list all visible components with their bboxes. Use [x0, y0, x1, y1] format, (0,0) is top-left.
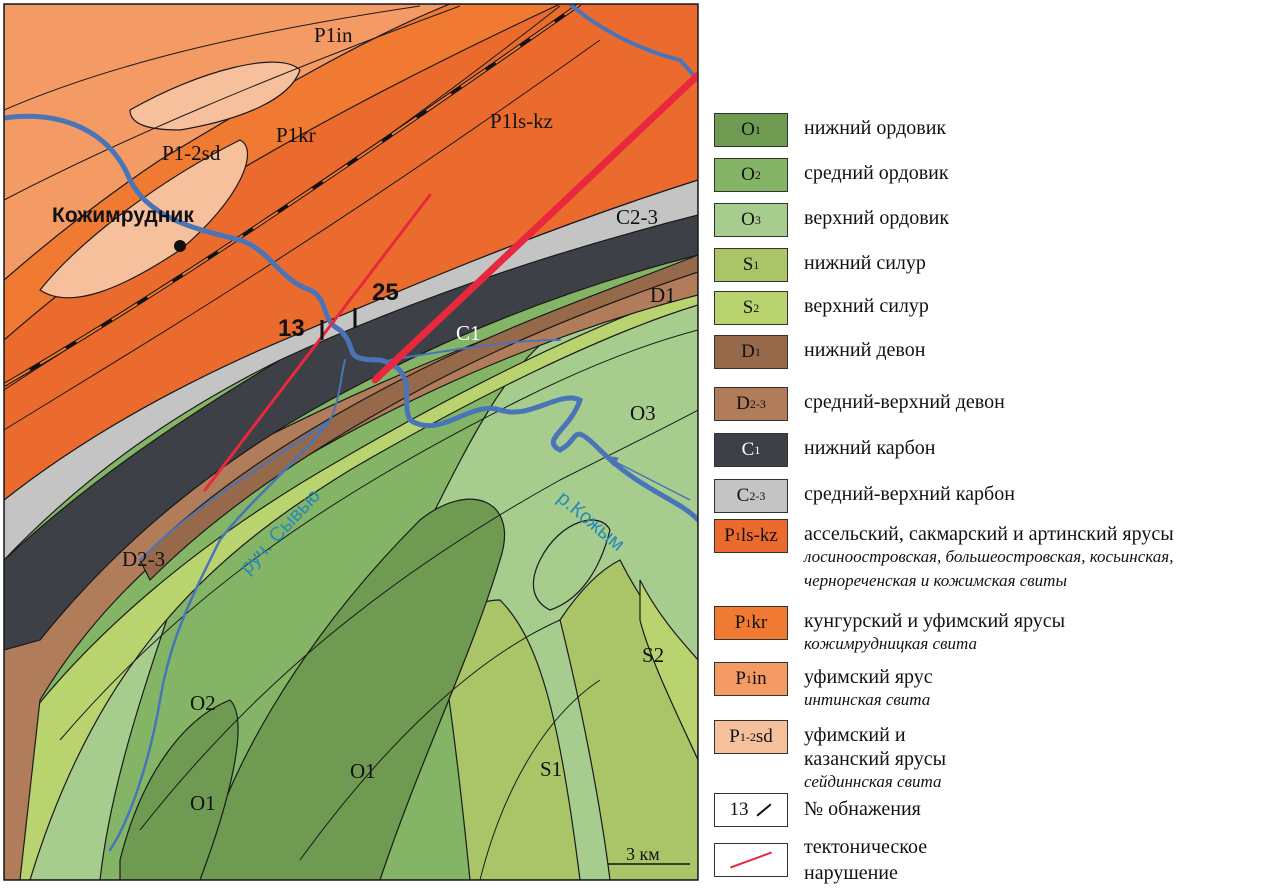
creek-syvyu-a [139, 359, 346, 561]
legend-outcrop-symbol: 13 [714, 793, 788, 827]
creek-tributary [389, 339, 561, 361]
legend-swatch: P 1 kr [714, 606, 788, 640]
legend-label: уфимский ярус [804, 666, 933, 688]
outcrop-13-label: 13 [278, 315, 305, 342]
legend-label: ассельский, сакмарский и артинский ярусы [804, 523, 1174, 545]
legend-note: сейдиннская свита [804, 772, 942, 791]
unit-p12sd-lens-a [39, 139, 249, 299]
label-d23: D2-3 [122, 547, 165, 571]
unit-p1in-area [4, 4, 451, 281]
legend-note: чернореченская и кожимская свиты [804, 571, 1067, 590]
label-c1: C1 [456, 321, 481, 345]
legend: O 1 нижний ордовик O 2 средний ордовик O 3 верхн… [714, 0, 1274, 893]
unit-o1-core-b [119, 699, 239, 880]
geological-map: P1in P1-2sd P1kr P1ls-kz C2-3 C1 D1 D2-3… [3, 3, 699, 881]
legend-fault-symbol [714, 843, 788, 877]
river-kozhym-upper [568, 4, 698, 82]
railway-line [4, 4, 582, 387]
label-o2: O2 [190, 691, 216, 715]
settlement-dot [174, 240, 186, 252]
legend-label: нижний карбон [804, 437, 936, 459]
fault-major [371, 71, 698, 384]
legend-label: верхний ордовик [804, 207, 950, 229]
label-o1-a: O1 [350, 759, 376, 783]
legend-label: уфимский и [804, 724, 906, 746]
legend-swatch: D 2-3 [714, 387, 788, 421]
legend-note: кожимрудницкая свита [804, 634, 977, 653]
legend-label: верхний силур [804, 295, 929, 317]
legend-swatch: P 1 ls-kz [714, 519, 788, 553]
legend-label: нижний девон [804, 339, 926, 361]
label-c23: C2-3 [616, 205, 658, 229]
river-flow-arrow [602, 455, 691, 501]
unit-d1-belt [139, 254, 698, 582]
label-o1-b: O1 [190, 791, 216, 815]
fault-minor [203, 193, 432, 492]
unit-s2-area [639, 579, 698, 761]
label-p1in: P1in [314, 23, 353, 47]
label-d1: D1 [650, 283, 676, 307]
river-kozhym [4, 113, 698, 523]
legend-note: лосиноостровская, большеостровская, кось… [804, 547, 1174, 566]
creek-syvyu-b [108, 418, 332, 852]
unit-o1-core-a [199, 498, 506, 880]
legend-outcrop-label: № обнажения [804, 798, 921, 820]
label-p1lskz: P1ls-kz [490, 109, 553, 133]
legend-label: средний-верхний карбон [804, 483, 1015, 505]
unit-o3-lens [532, 519, 611, 611]
legend-label-line2: казанский ярусы [804, 748, 947, 770]
legend-note: интинская свита [804, 690, 931, 709]
label-s2: S2 [642, 643, 664, 667]
settlement-name: Кожимрудник [52, 204, 194, 227]
map-frame [3, 3, 699, 881]
scale-bar: 3 км [608, 844, 690, 865]
scale-label: 3 км [626, 844, 660, 864]
label-o3: O3 [630, 401, 656, 425]
legend-label: средний-верхний девон [804, 391, 1005, 413]
legend-label: кунгурский и уфимский ярусы [804, 610, 1066, 632]
legend-fault-label-1: тектоническое [804, 836, 928, 858]
legend-label: нижний ордовик [804, 117, 947, 139]
legend-fault-label-2: нарушение [804, 862, 898, 884]
label-p12sd: P1-2sd [162, 141, 221, 165]
label-s1: S1 [540, 757, 562, 781]
legend-swatch: P 1 in [714, 662, 788, 696]
outcrop-markers [320, 308, 357, 340]
outcrop-25-label: 25 [372, 279, 399, 306]
legend-label: средний ордовик [804, 162, 949, 184]
outcrop-symbol-tick [755, 803, 772, 817]
legend-swatch: P 1-2 sd [714, 720, 788, 754]
legend-swatch: C 2-3 [714, 479, 788, 513]
label-p1kr: P1kr [276, 123, 316, 147]
legend-label: нижний силур [804, 252, 926, 274]
